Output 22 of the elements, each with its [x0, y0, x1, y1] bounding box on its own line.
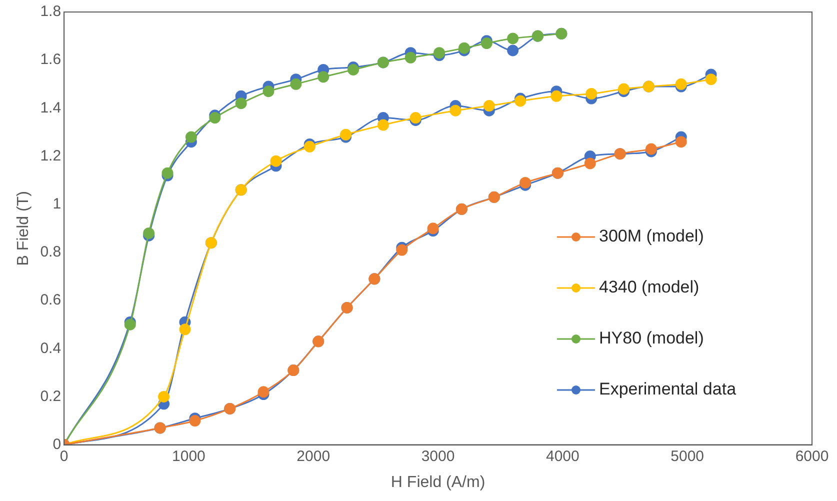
x-tick-label: 3000 — [421, 448, 455, 465]
x-tick-label: 4000 — [546, 448, 580, 465]
legend-label: 300M (model) — [599, 226, 704, 246]
y-tick-label: 1 — [52, 195, 62, 212]
y-tick-label: 1.2 — [40, 147, 62, 164]
y-tick-label: 1.8 — [40, 3, 62, 20]
x-tick-label: 5000 — [670, 448, 704, 465]
y-tick-label: 0.6 — [40, 292, 62, 309]
x-tick-label: 1000 — [172, 448, 206, 465]
x-axis-title: H Field (A/m) — [390, 474, 486, 491]
legend-label: Experimental data — [599, 380, 737, 399]
x-tick-label: 6000 — [795, 448, 829, 465]
x-tick-label: 2000 — [296, 448, 330, 465]
y-axis-title: B Field (T) — [15, 191, 32, 266]
y-tick-label: 0.2 — [40, 388, 62, 405]
y-tick-label: 0 — [52, 436, 62, 453]
legend-label: HY80 (model) — [599, 328, 704, 348]
y-tick-label: 1.4 — [40, 99, 62, 116]
legend-label: 4340 (model) — [599, 278, 700, 297]
y-tick-label: 0.4 — [40, 340, 62, 357]
y-tick-label: 0.8 — [40, 244, 62, 261]
y-tick-label: 1.6 — [40, 51, 62, 68]
